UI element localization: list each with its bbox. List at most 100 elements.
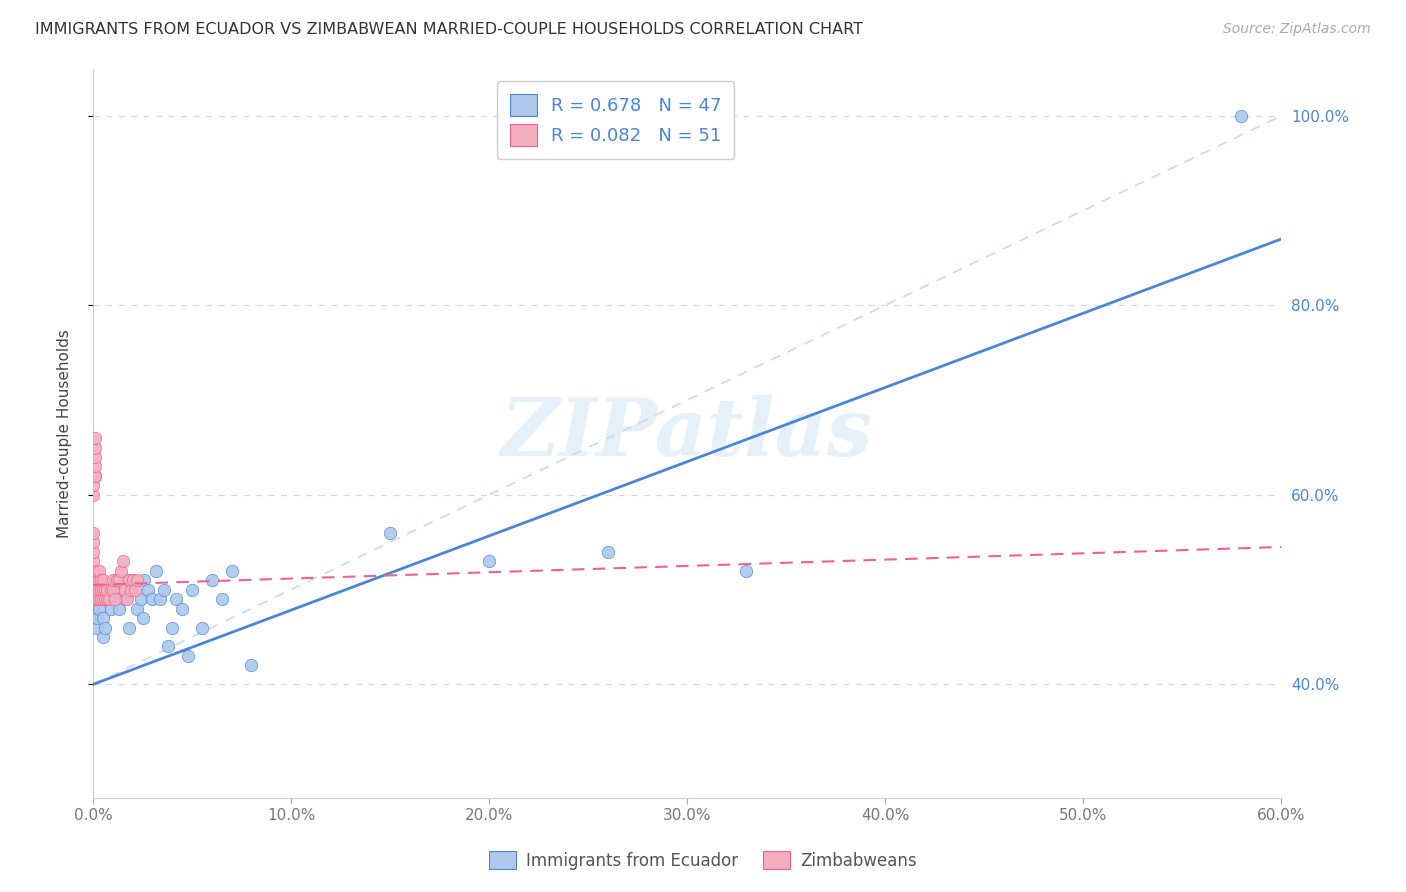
Point — [177, 648, 200, 663]
Point — [86, 611, 108, 625]
Point — [91, 611, 114, 625]
Point — [105, 592, 128, 607]
Point — [124, 582, 146, 597]
Point — [121, 573, 143, 587]
Point — [596, 545, 619, 559]
Point — [107, 573, 129, 587]
Point — [114, 592, 136, 607]
Legend: Immigrants from Ecuador, Zimbabweans: Immigrants from Ecuador, Zimbabweans — [482, 845, 924, 877]
Point — [118, 620, 141, 634]
Point — [84, 607, 107, 621]
Point — [82, 592, 104, 607]
Text: Source: ZipAtlas.com: Source: ZipAtlas.com — [1223, 22, 1371, 37]
Point — [1230, 109, 1253, 123]
Legend: R = 0.678   N = 47, R = 0.082   N = 51: R = 0.678 N = 47, R = 0.082 N = 51 — [498, 81, 734, 159]
Point — [82, 535, 104, 549]
Point — [82, 573, 104, 587]
Point — [201, 573, 224, 587]
Point — [478, 554, 501, 568]
Point — [120, 582, 142, 597]
Point — [94, 582, 117, 597]
Point — [84, 469, 107, 483]
Point — [211, 592, 233, 607]
Point — [84, 597, 107, 611]
Point — [191, 620, 214, 634]
Point — [91, 630, 114, 644]
Point — [101, 582, 124, 597]
Point — [84, 441, 107, 455]
Point — [94, 620, 117, 634]
Point — [87, 601, 110, 615]
Point — [104, 573, 127, 587]
Point — [121, 573, 143, 587]
Point — [221, 564, 243, 578]
Point — [138, 582, 160, 597]
Point — [84, 459, 107, 474]
Point — [91, 592, 114, 607]
Point — [735, 564, 758, 578]
Point — [105, 573, 128, 587]
Point — [118, 573, 141, 587]
Point — [91, 582, 114, 597]
Point — [90, 592, 112, 607]
Point — [131, 611, 153, 625]
Point — [100, 582, 122, 597]
Point — [115, 592, 138, 607]
Point — [86, 620, 108, 634]
Point — [90, 573, 112, 587]
Point — [181, 582, 204, 597]
Point — [160, 620, 183, 634]
Point — [86, 592, 108, 607]
Point — [110, 564, 132, 578]
Point — [86, 582, 108, 597]
Point — [157, 640, 180, 654]
Y-axis label: Married-couple Households: Married-couple Households — [58, 329, 72, 538]
Point — [82, 525, 104, 540]
Point — [125, 573, 148, 587]
Point — [97, 592, 120, 607]
Point — [82, 582, 104, 597]
Point — [82, 564, 104, 578]
Point — [120, 582, 142, 597]
Text: ZIPatlas: ZIPatlas — [501, 394, 873, 472]
Point — [82, 488, 104, 502]
Point — [111, 582, 134, 597]
Point — [82, 545, 104, 559]
Point — [96, 582, 118, 597]
Point — [84, 431, 107, 445]
Point — [115, 573, 138, 587]
Point — [107, 601, 129, 615]
Point — [378, 525, 401, 540]
Point — [96, 592, 118, 607]
Point — [84, 450, 107, 464]
Point — [82, 478, 104, 492]
Point — [86, 573, 108, 587]
Point — [240, 658, 263, 673]
Point — [84, 469, 107, 483]
Point — [104, 592, 127, 607]
Point — [125, 601, 148, 615]
Point — [87, 573, 110, 587]
Point — [129, 592, 152, 607]
Point — [134, 573, 156, 587]
Point — [87, 592, 110, 607]
Point — [100, 601, 122, 615]
Point — [141, 592, 163, 607]
Point — [172, 601, 194, 615]
Point — [153, 582, 176, 597]
Point — [87, 582, 110, 597]
Point — [82, 554, 104, 568]
Point — [97, 592, 120, 607]
Point — [91, 573, 114, 587]
Point — [90, 592, 112, 607]
Text: IMMIGRANTS FROM ECUADOR VS ZIMBABWEAN MARRIED-COUPLE HOUSEHOLDS CORRELATION CHAR: IMMIGRANTS FROM ECUADOR VS ZIMBABWEAN MA… — [35, 22, 863, 37]
Point — [90, 582, 112, 597]
Point — [114, 582, 136, 597]
Point — [101, 582, 124, 597]
Point — [149, 592, 172, 607]
Point — [82, 573, 104, 587]
Point — [111, 554, 134, 568]
Point — [101, 573, 124, 587]
Point — [96, 582, 118, 597]
Point — [86, 564, 108, 578]
